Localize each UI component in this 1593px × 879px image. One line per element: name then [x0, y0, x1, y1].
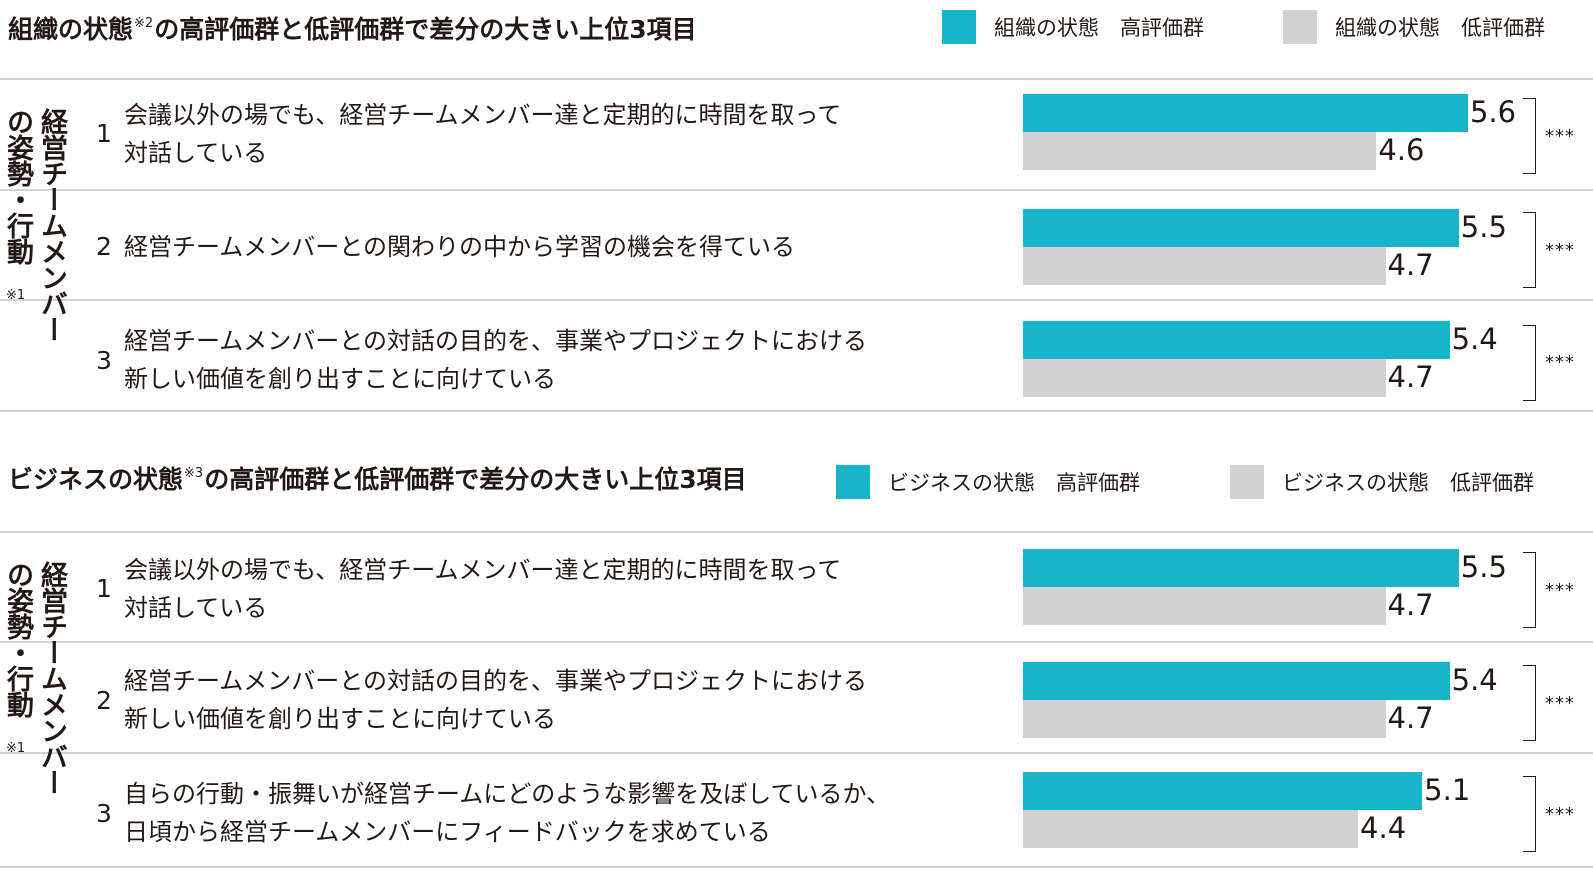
bar-low — [1023, 132, 1377, 170]
significance-mark: *** — [1545, 693, 1575, 714]
item-label: 経営チームメンバーとの関わりの中から学習の機会を得ている — [124, 228, 984, 266]
value-label-low: 4.7 — [1387, 360, 1434, 394]
bar-low — [1023, 359, 1386, 397]
significance-mark: *** — [1545, 352, 1575, 373]
value-label-low: 4.4 — [1360, 811, 1407, 845]
item-label-line: 対話している — [124, 139, 268, 167]
divider — [0, 299, 1593, 301]
significance-mark: *** — [1545, 804, 1575, 825]
legend-low: ビジネスの状態 低評価群 — [1230, 464, 1534, 500]
item-label-line: 経営チームメンバーとの対話の目的を、事業やプロジェクトにおける — [124, 327, 868, 355]
legend-low-label: 組織の状態 低評価群 — [1335, 16, 1545, 40]
item-label-line: 会議以外の場でも、経営チームメンバー達と定期的に時間を取って — [124, 101, 842, 129]
bar-high — [1023, 662, 1450, 700]
bar-low — [1023, 247, 1386, 285]
legend-low-swatch — [1283, 10, 1317, 44]
item-rank: 2 — [96, 232, 112, 261]
value-label-high: 5.4 — [1451, 322, 1498, 356]
legend-low-swatch — [1230, 465, 1264, 499]
legend-high-label: ビジネスの状態 高評価群 — [888, 471, 1140, 495]
panel-title-rest: の高評価群と低評価群で差分の大きい上位3項目 — [204, 465, 747, 494]
side-label-col-left: の姿勢・行動 — [2, 561, 33, 717]
item-label-line: 日頃から経営チームメンバーにフィードバックを求めている — [124, 818, 771, 846]
significance-mark: *** — [1545, 126, 1575, 147]
significance-bracket — [1523, 212, 1536, 288]
item-label-line: 経営チームメンバーとの対話の目的を、事業やプロジェクトにおける — [124, 667, 868, 695]
item-rank: 2 — [96, 686, 112, 715]
bar-low — [1023, 700, 1386, 738]
value-label-high: 5.1 — [1424, 773, 1471, 807]
bar-high — [1023, 321, 1450, 359]
panel-title-main: ビジネスの状態 — [8, 465, 184, 494]
legend-high-swatch — [942, 10, 976, 44]
significance-bracket — [1523, 552, 1536, 628]
divider — [0, 641, 1593, 643]
panel-title-main: 組織の状態 — [8, 15, 134, 44]
item-label-line: 対話している — [124, 594, 268, 622]
panel-title-note: ※2 — [134, 16, 154, 31]
divider — [0, 866, 1593, 868]
item-label: 自らの行動・振舞いが経営チームにどのような影響を及ぼしているか、 日頃から経営チ… — [124, 775, 984, 851]
divider — [0, 531, 1593, 533]
value-label-high: 5.6 — [1469, 95, 1517, 129]
bar-low — [1023, 810, 1359, 848]
bar-high — [1023, 94, 1468, 132]
divider — [0, 410, 1593, 412]
item-label-line: 新しい価値を創り出すことに向けている — [124, 365, 556, 393]
value-label-high: 5.5 — [1460, 210, 1507, 244]
value-label-low: 4.7 — [1387, 588, 1434, 622]
side-label-col-right: 経営チームメンバー — [36, 561, 67, 795]
panel-title-note: ※3 — [184, 466, 204, 481]
bar-high — [1023, 209, 1459, 247]
item-label: 経営チームメンバーとの対話の目的を、事業やプロジェクトにおける 新しい価値を創り… — [124, 662, 984, 738]
significance-bracket — [1523, 665, 1536, 741]
org-state-panel: 組織の状態※2の高評価群と低評価群で差分の大きい上位3項目 組織の状態 高評価群… — [0, 0, 1593, 420]
bar-high — [1023, 772, 1423, 810]
significance-bracket — [1523, 98, 1536, 174]
divider — [0, 189, 1593, 191]
legend-low: 組織の状態 低評価群 — [1283, 9, 1545, 45]
value-label-high: 5.5 — [1460, 550, 1507, 584]
legend-low-label: ビジネスの状態 低評価群 — [1282, 471, 1534, 495]
significance-bracket — [1523, 776, 1536, 852]
divider — [0, 752, 1593, 754]
item-label: 会議以外の場でも、経営チームメンバー達と定期的に時間を取って 対話している — [124, 551, 984, 627]
value-label-high: 5.4 — [1451, 663, 1498, 697]
item-label-line: 会議以外の場でも、経営チームメンバー達と定期的に時間を取って — [124, 556, 842, 584]
item-label-line: 経営チームメンバーとの関わりの中から学習の機会を得ている — [124, 233, 796, 261]
side-label-note: ※1 — [6, 288, 26, 303]
value-label-low: 4.7 — [1387, 248, 1434, 282]
bar-high — [1023, 549, 1459, 587]
item-rank: 1 — [96, 119, 112, 148]
significance-mark: *** — [1545, 240, 1575, 261]
legend-high: ビジネスの状態 高評価群 — [836, 464, 1140, 500]
significance-mark: *** — [1545, 580, 1575, 601]
item-label: 会議以外の場でも、経営チームメンバー達と定期的に時間を取って 対話している — [124, 96, 984, 172]
divider — [0, 78, 1593, 80]
bar-low — [1023, 587, 1386, 625]
legend-high-swatch — [836, 465, 870, 499]
side-label-note: ※1 — [6, 741, 26, 756]
side-label-col-right: 経営チームメンバー — [36, 108, 67, 342]
panel-title: 組織の状態※2の高評価群と低評価群で差分の大きい上位3項目 — [8, 10, 697, 46]
item-rank: 1 — [96, 574, 112, 603]
panel-title-rest: の高評価群と低評価群で差分の大きい上位3項目 — [154, 15, 697, 44]
legend-high-label: 組織の状態 高評価群 — [994, 16, 1204, 40]
legend-high: 組織の状態 高評価群 — [942, 9, 1204, 45]
item-label-line: 新しい価値を創り出すことに向けている — [124, 705, 556, 733]
panel-title: ビジネスの状態※3の高評価群と低評価群で差分の大きい上位3項目 — [8, 460, 747, 496]
item-rank: 3 — [96, 799, 112, 828]
value-label-low: 4.6 — [1378, 133, 1425, 167]
side-label-col-left: の姿勢・行動 — [2, 108, 33, 264]
item-rank: 3 — [96, 346, 112, 375]
item-label: 経営チームメンバーとの対話の目的を、事業やプロジェクトにおける 新しい価値を創り… — [124, 322, 984, 398]
significance-bracket — [1523, 325, 1536, 401]
item-label-line: 自らの行動・振舞いが経営チームにどのような影響を及ぼしているか、 — [124, 780, 891, 808]
value-label-low: 4.7 — [1387, 701, 1434, 735]
